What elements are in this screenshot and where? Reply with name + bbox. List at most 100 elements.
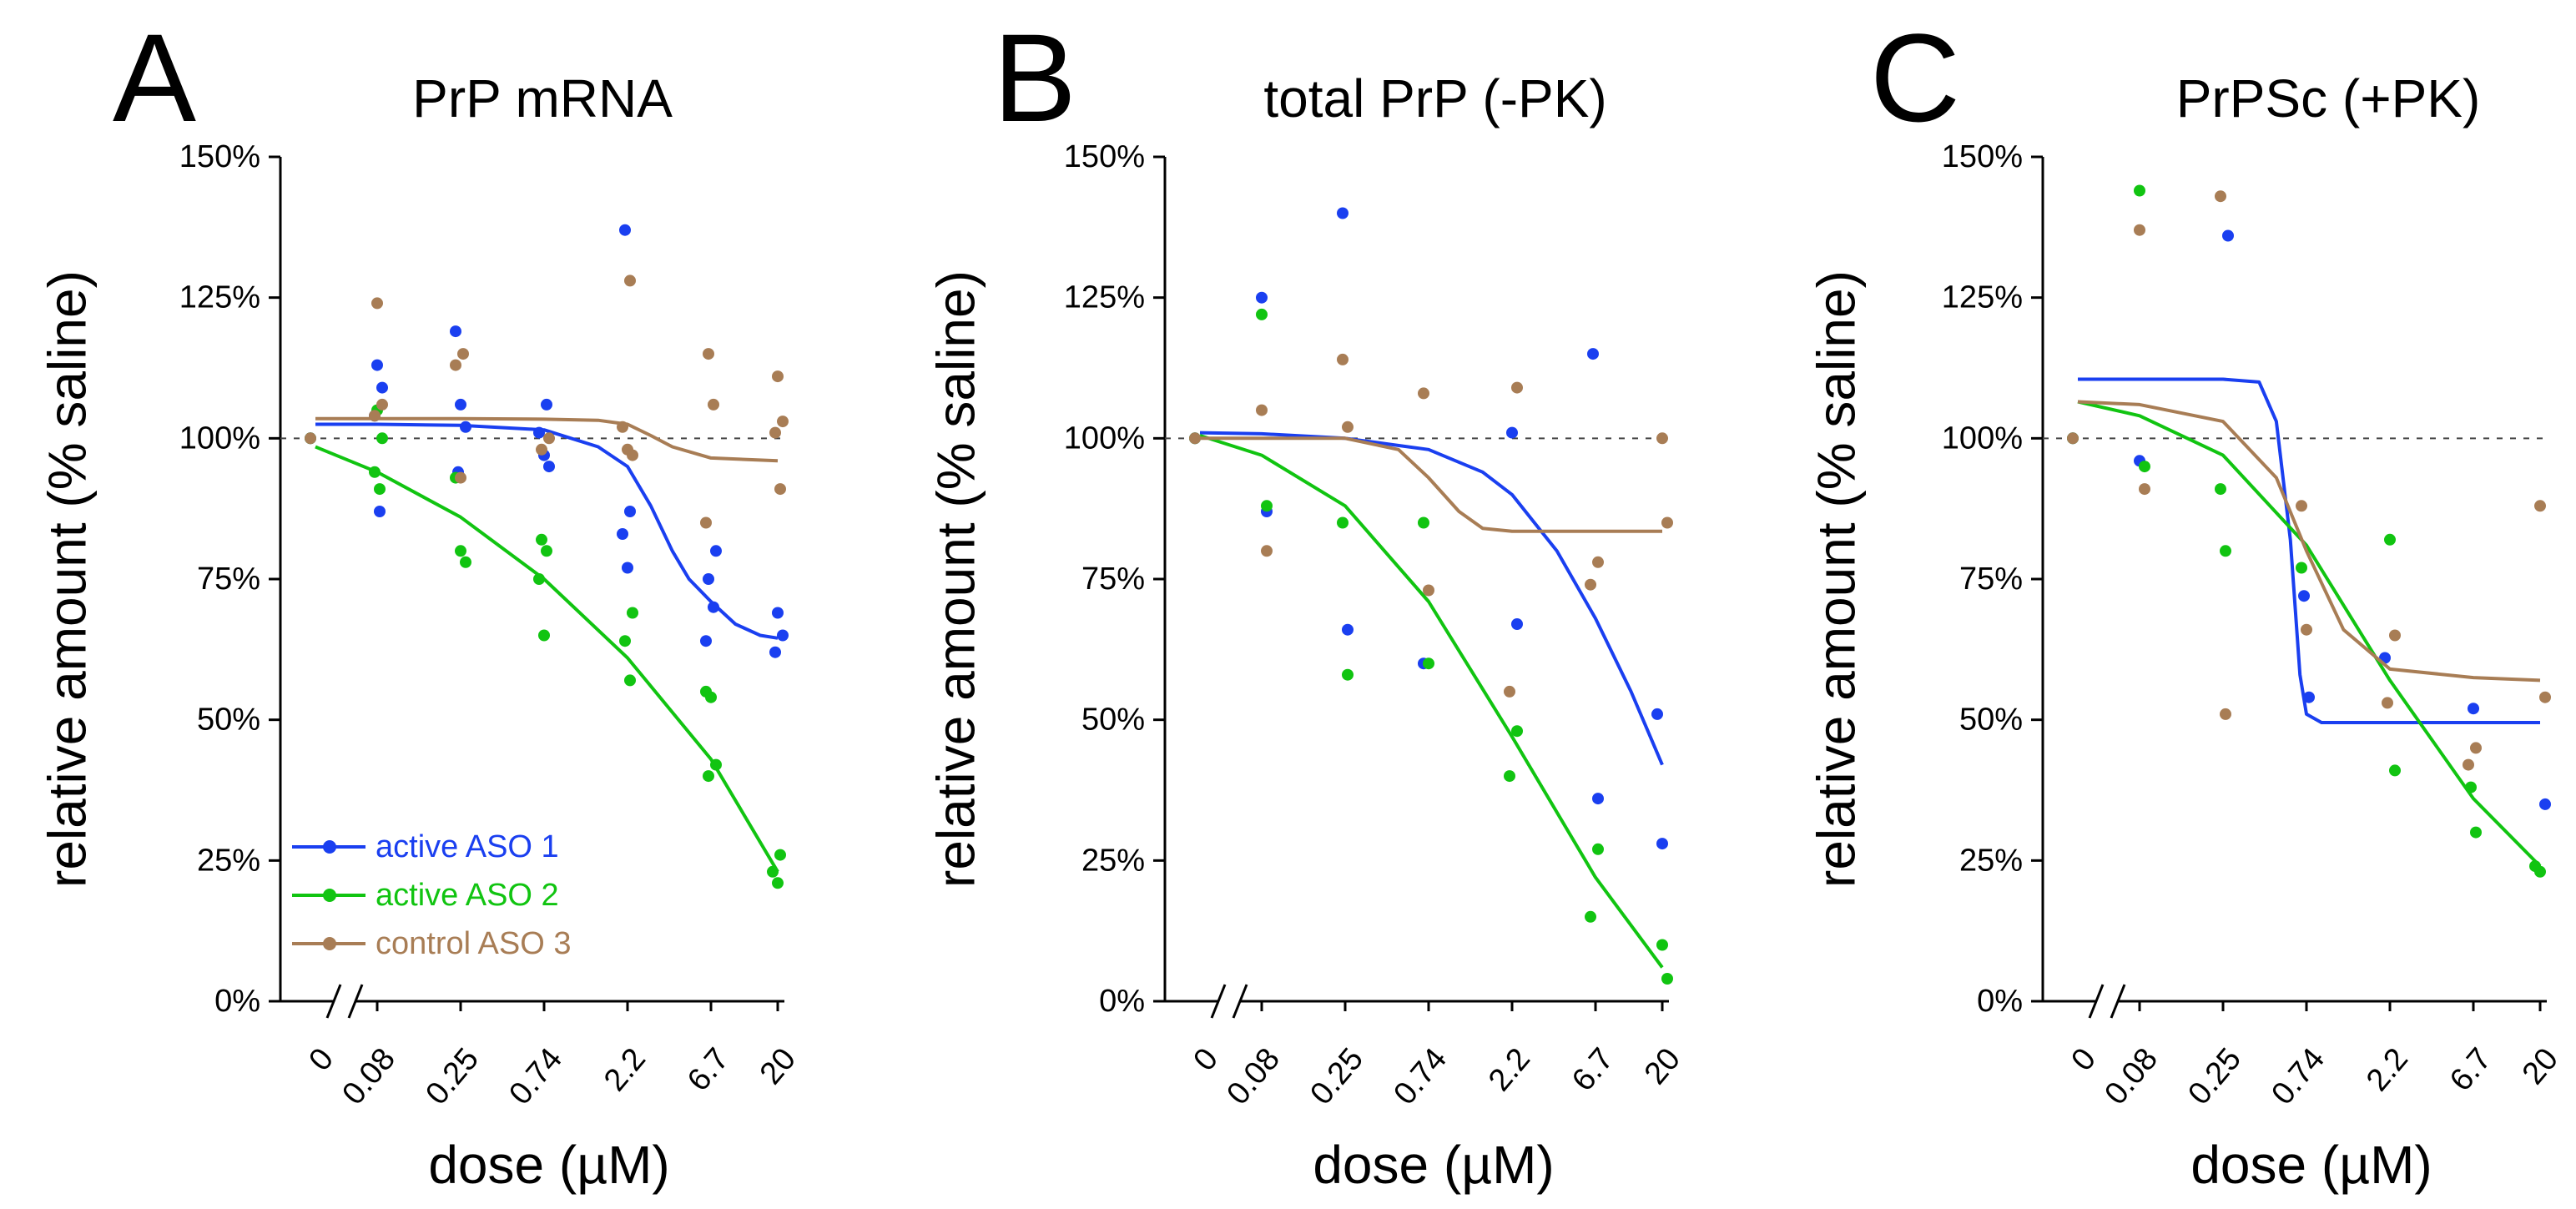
data-point-active-aso-1 [1587,348,1599,360]
legend-marker [323,840,336,854]
data-point-control-aso-3 [1504,685,1515,698]
data-point-control-aso-3 [772,370,784,383]
data-point-active-aso-2 [1585,910,1596,923]
fit-curve-control-aso-3 [2077,400,2541,683]
y-tick-label: 0% [1977,984,2023,1019]
axis-break-mark [2110,984,2126,1019]
data-point-control-aso-3 [617,421,628,433]
axis-break-mark [1232,984,1248,1019]
panel-title: total PrP (-PK) [1263,68,1606,128]
data-point-active-aso-1 [1511,618,1523,630]
data-point-active-aso-1 [1256,291,1268,304]
data-point-active-aso-2 [2215,483,2226,496]
y-tick-label: 25% [1959,843,2023,878]
axis-break-mark [347,984,364,1019]
data-point-control-aso-3 [1585,578,1596,591]
data-point-active-aso-1 [769,646,781,658]
data-point-control-aso-3 [371,297,383,310]
data-point-control-aso-3 [1423,584,1434,597]
data-point-control-aso-3 [2470,742,2482,754]
data-point-control-aso-3 [455,471,466,484]
data-point-active-aso-2 [1342,668,1354,681]
y-tick-label: 125% [1942,280,2023,315]
fit-curve-active-aso-2 [2077,400,2542,868]
data-point-active-aso-1 [2298,590,2310,602]
data-point-active-aso-2 [1592,843,1604,855]
x-tick-label: 20 [1638,1042,1687,1091]
data-point-active-aso-1 [1506,426,1518,439]
data-point-active-aso-2 [1261,500,1273,512]
data-point-control-aso-3 [1592,556,1604,568]
data-point-control-aso-3 [2215,190,2226,203]
x-tick-label: 6.7 [681,1042,736,1098]
y-tick-label: 125% [179,280,260,315]
data-point-active-aso-2 [1337,516,1348,529]
y-tick-label: 150% [1942,139,2023,174]
data-point-control-aso-3 [1261,545,1273,557]
y-tick-label: 75% [1081,562,1145,597]
data-point-active-aso-1 [2539,798,2551,810]
fit-curve-control-aso-3 [315,416,779,463]
data-point-control-aso-3 [1337,353,1348,365]
x-tick-label: 0.25 [1303,1042,1370,1112]
data-point-control-aso-3 [1342,421,1354,433]
data-point-active-aso-2 [705,691,717,703]
x-tick-label: 0 [302,1042,340,1078]
data-point-active-aso-1 [541,398,552,411]
panel-title: PrPSc (+PK) [2176,68,2481,128]
data-point-active-aso-1 [2468,703,2479,715]
legend: active ASO 1 active ASO 2 control ASO 3 [292,829,571,961]
data-point-active-aso-2 [619,635,631,647]
data-point-active-aso-1 [777,629,789,642]
data-point-control-aso-3 [624,275,636,287]
data-point-active-aso-1 [455,398,466,411]
x-tick-label: 6.7 [1565,1042,1621,1098]
data-point-active-aso-1 [450,325,461,338]
data-point-active-aso-1 [374,506,386,517]
y-tick-label: 100% [1064,421,1145,456]
x-tick-label: 6.7 [2443,1042,2498,1098]
data-point-active-aso-2 [2139,461,2150,473]
data-point-control-aso-3 [536,443,547,456]
data-point-active-aso-2 [767,865,779,878]
x-tick-label: 0 [2064,1042,2103,1078]
legend-marker [323,889,336,902]
data-point-active-aso-1 [617,528,628,540]
data-point-control-aso-3 [1656,432,1668,445]
x-tick-label: 0.08 [335,1042,402,1112]
x-tick-label: 20 [754,1042,803,1091]
data-point-active-aso-1 [624,506,636,517]
x-tick-label: 0 [1187,1042,1225,1078]
y-tick-label: 50% [1081,703,1145,738]
data-point-active-aso-2 [533,573,545,585]
data-point-control-aso-3 [1256,404,1268,416]
data-point-active-aso-2 [2534,865,2546,878]
data-point-control-aso-3 [450,359,461,371]
data-point-active-aso-2 [1661,973,1673,985]
y-tick-label: 125% [1064,280,1145,315]
data-point-active-aso-1 [543,461,555,473]
data-point-active-aso-2 [624,674,636,687]
panel-letter: B [993,8,1076,148]
data-point-active-aso-1 [622,562,633,574]
data-point-control-aso-3 [543,432,555,445]
data-point-control-aso-3 [1189,432,1201,445]
data-point-active-aso-2 [2470,826,2482,839]
data-point-control-aso-3 [2389,629,2401,642]
data-point-control-aso-3 [2382,697,2393,709]
data-point-active-aso-1 [533,426,545,439]
data-point-active-aso-2 [455,545,466,557]
data-point-control-aso-3 [2220,708,2231,720]
data-point-active-aso-1 [708,601,719,613]
y-tick-label: 75% [1959,562,2023,597]
data-point-active-aso-1 [703,573,714,585]
data-point-active-aso-2 [536,533,547,546]
data-point-active-aso-2 [774,849,786,861]
x-axis-label: dose (µM) [2190,1135,2432,1195]
data-point-active-aso-1 [460,421,471,433]
y-tick-label: 25% [197,843,260,878]
data-point-control-aso-3 [376,398,388,411]
data-point-active-aso-2 [2465,781,2477,793]
panel-a: A PrP mRNA relative amount (% saline) 0% 25%… [37,8,803,1195]
